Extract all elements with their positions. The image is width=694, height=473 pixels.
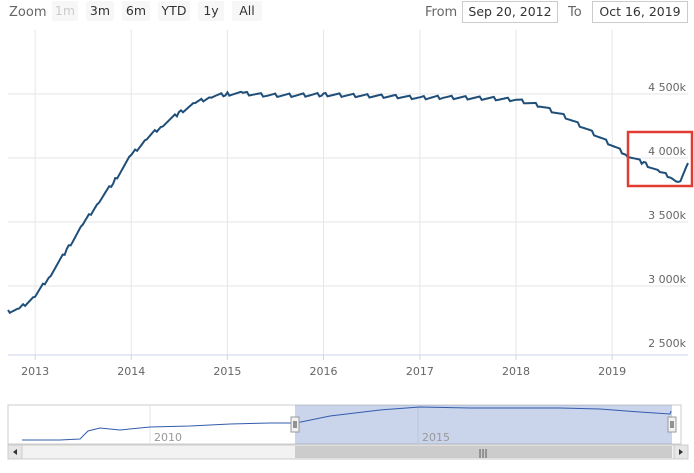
y-axis: 2 500k 3 000k 3 500k 4 000k 4 500k xyxy=(648,81,686,350)
x-tick-label: 2014 xyxy=(117,365,145,378)
scroll-right-arrow-icon xyxy=(679,449,683,455)
navigator-selection[interactable] xyxy=(295,405,672,444)
toolbar: Zoom 1m 3m 6m YTD 1y All From Sep 20, 20… xyxy=(0,0,694,26)
from-date-input[interactable]: Sep 20, 2012 xyxy=(462,1,558,23)
navigator-frame xyxy=(7,404,682,445)
y-tick-label: 3 000k xyxy=(648,273,686,286)
scrollbar-thumb[interactable] xyxy=(295,446,672,458)
x-tick-label: 2016 xyxy=(310,365,338,378)
navigator-label-2015: 2015 xyxy=(422,431,450,444)
x-axis: 2013 2014 2015 2016 2017 2018 2019 xyxy=(21,355,626,378)
to-label: To xyxy=(568,5,582,20)
y-tick-label: 3 500k xyxy=(648,209,686,222)
zoom-all-button[interactable]: All xyxy=(232,1,262,21)
x-tick-label: 2019 xyxy=(598,365,626,378)
scrollbar[interactable]: ||| xyxy=(7,444,689,460)
scroll-left-arrow-icon xyxy=(13,449,17,455)
x-tick-label: 2017 xyxy=(406,365,434,378)
x-tick-label: 2015 xyxy=(213,365,241,378)
navigator[interactable]: 2010 2015 xyxy=(7,404,682,445)
zoom-label: Zoom xyxy=(9,5,47,20)
series-layer xyxy=(7,90,689,315)
scrollbar-grip: ||| xyxy=(478,449,487,459)
grid-lines xyxy=(8,30,688,355)
y-tick-label: 4 500k xyxy=(648,81,686,94)
series-line xyxy=(7,90,689,315)
zoom-3m-button[interactable]: 3m xyxy=(86,1,114,21)
zoom-1y-button[interactable]: 1y xyxy=(198,1,224,21)
zoom-ytd-button[interactable]: YTD xyxy=(158,1,190,21)
navigator-label-2010: 2010 xyxy=(154,431,182,444)
x-tick-label: 2013 xyxy=(21,365,49,378)
navigator-handle-left[interactable] xyxy=(290,416,300,433)
y-tick-label: 4 000k xyxy=(648,145,686,158)
x-tick-label: 2018 xyxy=(502,365,530,378)
y-tick-label: 2 500k xyxy=(648,337,686,350)
to-date-input[interactable]: Oct 16, 2019 xyxy=(592,1,688,23)
zoom-6m-button[interactable]: 6m xyxy=(122,1,150,21)
navigator-handle-right[interactable] xyxy=(667,416,677,433)
highlight-box xyxy=(626,130,694,188)
zoom-1m-button[interactable]: 1m xyxy=(52,1,78,21)
from-label: From xyxy=(425,5,458,20)
